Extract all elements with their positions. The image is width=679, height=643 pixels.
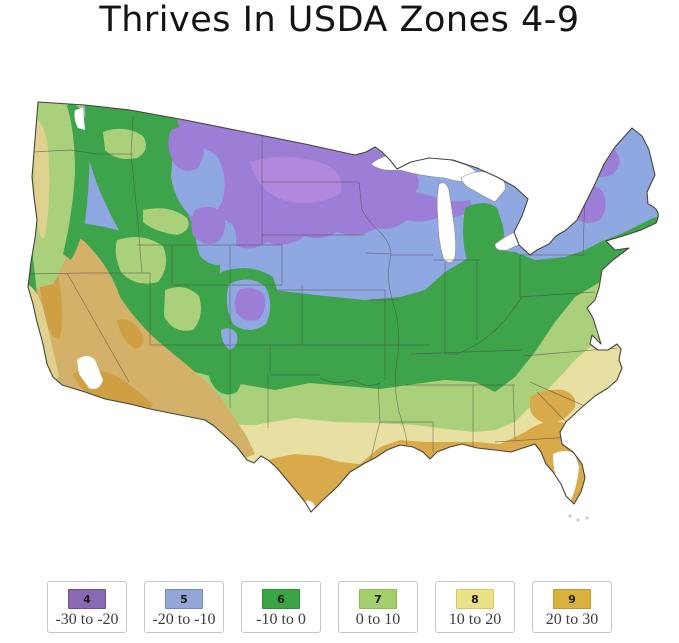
page-title: Thrives In USDA Zones 4-9 [99, 0, 580, 40]
zone6-region-lower-michigan [463, 203, 505, 267]
us-outline [27, 101, 659, 513]
zone-7-swatch: 7 [359, 589, 397, 609]
zone-5-range: -20 to -10 [152, 611, 216, 628]
zone9-region-sc-ga-coast [530, 389, 576, 424]
florida-keys [568, 514, 589, 522]
zone-9-range: 20 to 30 [545, 611, 599, 628]
zone-8-range: 10 to 20 [448, 611, 502, 628]
zone-7-range: 0 to 10 [355, 611, 401, 628]
zone-6-range: -10 to 0 [256, 611, 306, 628]
zone8-region-willamette-valley [34, 120, 50, 239]
usda-zone-map [27, 101, 659, 522]
zone7-region-columbia-basin [103, 128, 146, 159]
legend-item-zone-6: 6 -10 to 0 [241, 581, 321, 633]
lake-huron [460, 171, 506, 203]
zone-9-number: 9 [568, 592, 576, 606]
zone-7-number: 7 [374, 592, 382, 606]
legend-item-zone-7: 7 0 to 10 [338, 581, 418, 633]
zone4-region-colorado-peaks [235, 287, 266, 321]
zone-6-swatch: 6 [262, 589, 300, 609]
zone-4-swatch: 4 [68, 589, 106, 609]
zone-6-number: 6 [277, 592, 285, 606]
map-container [25, 92, 670, 570]
zone6-region-cascades [63, 102, 90, 260]
zone-9-swatch: 9 [553, 589, 591, 609]
zone4-inner-region-dakotas [250, 157, 342, 203]
lake-ontario [535, 203, 573, 219]
legend: 4 -30 to -20 5 -20 to -10 6 -10 to 0 7 0… [47, 581, 612, 633]
zone-5-number: 5 [180, 592, 188, 606]
legend-item-zone-4: 4 -30 to -20 [47, 581, 127, 633]
zone10-region-imperial-valley [77, 356, 103, 389]
zone8-region-california-coast [28, 284, 59, 384]
zone4-region-glacier [168, 127, 204, 171]
state-borders [28, 114, 618, 464]
legend-item-zone-8: 8 10 to 20 [435, 581, 515, 633]
lake-michigan [436, 182, 456, 263]
zone7-region-utah [164, 287, 201, 331]
zone-8-number: 8 [471, 592, 479, 606]
puget-sound-water [74, 108, 85, 130]
zone4-region-maine [576, 128, 620, 178]
zone-8-swatch: 8 [456, 589, 494, 609]
zone-4-range: -30 to -20 [55, 611, 119, 628]
zone4-region-adirondacks [571, 184, 606, 223]
zone7-region-snake-plain [143, 208, 189, 235]
desert-tan-region-southwest [34, 232, 255, 460]
zone-5-swatch: 5 [165, 589, 203, 609]
legend-item-zone-5: 5 -20 to -10 [144, 581, 224, 633]
zone-4-number: 4 [83, 592, 91, 606]
zone5-region-new-mexico-peaks [221, 328, 238, 350]
legend-item-zone-9: 9 20 to 30 [532, 581, 612, 633]
zone9-region-southern-nevada [117, 319, 143, 349]
zone4-region-yellowstone [191, 206, 226, 244]
